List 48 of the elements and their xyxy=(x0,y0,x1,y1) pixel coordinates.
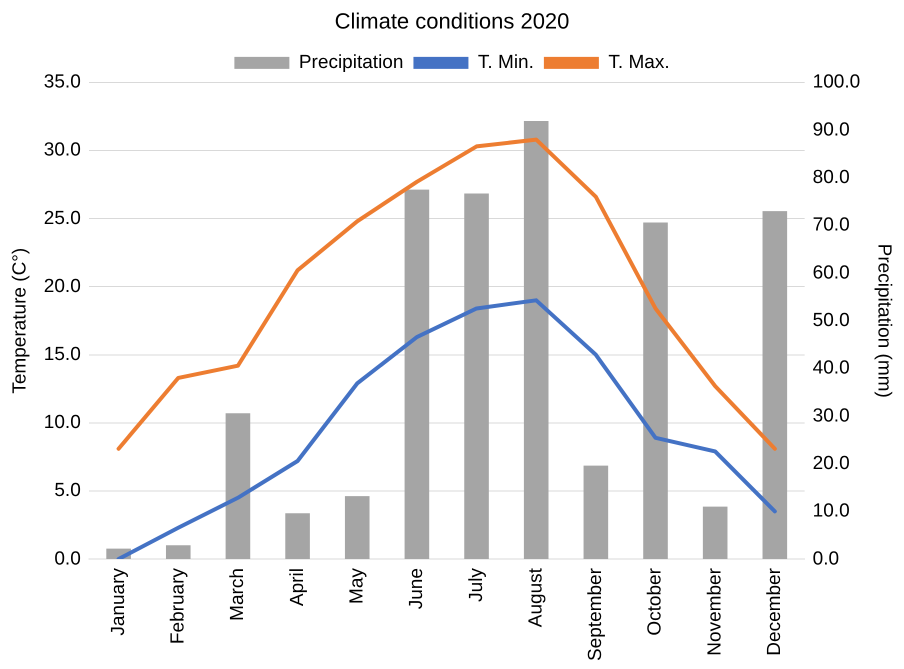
x-tick-label: June xyxy=(406,568,428,610)
y-tick-label: 30.0 xyxy=(44,140,81,161)
y2-tick-label: 10.0 xyxy=(812,500,850,522)
x-tick-label: September xyxy=(585,567,606,662)
x-tick-label: August xyxy=(525,567,546,628)
y-axis-title: Temperature (C°) xyxy=(10,248,31,394)
y2-tick-label: 80.0 xyxy=(812,166,850,188)
legend-label: T. Min. xyxy=(478,52,534,74)
y2-tick-label: 0.0 xyxy=(812,548,840,570)
bar xyxy=(643,222,668,560)
legend-label: T. Max. xyxy=(608,52,670,74)
bar xyxy=(226,413,250,560)
bar xyxy=(166,545,191,560)
bar xyxy=(584,466,608,560)
bar xyxy=(762,211,788,560)
y2-tick-label: 40.0 xyxy=(812,358,850,379)
y2-tick-label: 50.0 xyxy=(812,310,850,331)
y-tick-label: 15.0 xyxy=(44,344,81,366)
bar xyxy=(344,496,370,560)
legend-label: Precipitation xyxy=(298,52,404,74)
bar xyxy=(524,121,549,560)
x-tick-label: January xyxy=(108,568,129,636)
y-tick-label: 5.0 xyxy=(54,480,81,502)
y2-tick-label: 20.0 xyxy=(812,452,850,474)
y2-tick-label: 70.0 xyxy=(812,214,850,236)
x-tick-label: April xyxy=(286,568,308,606)
x-tick-label: July xyxy=(466,568,487,602)
y2-tick-label: 90.0 xyxy=(812,119,850,140)
x-tick-label: November xyxy=(704,567,726,656)
x-tick-label: October xyxy=(644,567,666,636)
y-tick-label: 20.0 xyxy=(44,276,81,297)
y-tick-label: 35.0 xyxy=(44,72,81,93)
y2-axis-title: Precipitation (mm) xyxy=(873,244,894,398)
y2-tick-label: 60.0 xyxy=(812,262,850,284)
bar xyxy=(404,190,430,560)
y-tick-label: 25.0 xyxy=(44,208,81,229)
bar xyxy=(285,513,310,560)
x-tick-label: March xyxy=(227,568,248,621)
x-tick-label: May xyxy=(346,568,368,604)
y-tick-label: 0.0 xyxy=(54,548,81,570)
x-tick-label: February xyxy=(168,568,188,644)
y2-tick-label: 30.0 xyxy=(812,405,850,426)
bar xyxy=(464,193,489,560)
bar xyxy=(702,506,728,560)
chart-title: Climate conditions 2020 xyxy=(334,8,570,34)
y2-tick-label: 100.0 xyxy=(812,72,860,93)
y-tick-label: 10.0 xyxy=(44,412,81,434)
x-tick-label: December xyxy=(764,567,786,656)
